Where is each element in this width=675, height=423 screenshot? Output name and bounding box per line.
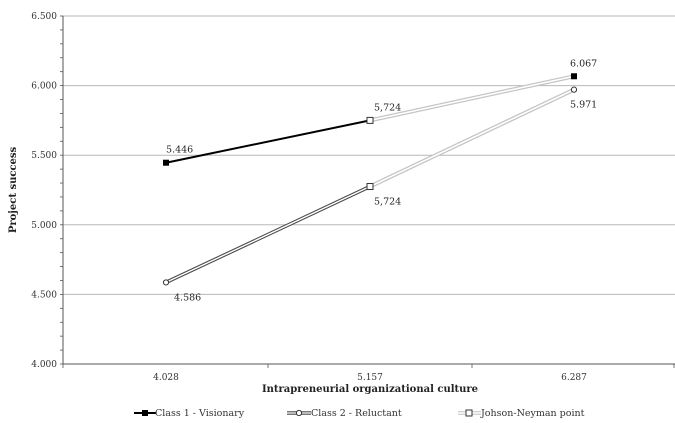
axes bbox=[60, 15, 675, 368]
y-tick-labels: 4.000 4.500 5.000 5.500 6.000 6.500 bbox=[31, 12, 57, 370]
series-2-data-label: 5.971 bbox=[570, 100, 597, 111]
x-tick-label: 6.287 bbox=[561, 373, 587, 383]
series-2-data-label: 5,724 bbox=[374, 197, 401, 208]
y-tick-label: 4.500 bbox=[31, 290, 57, 300]
x-tick-label: 4.028 bbox=[153, 373, 179, 383]
y-tick-label: 5.000 bbox=[31, 221, 57, 231]
series-2-marker bbox=[162, 279, 170, 286]
legend-series-2-label: Class 2 - Reluctant bbox=[311, 408, 402, 419]
legend-series-2-marker bbox=[295, 409, 303, 417]
y-axis-title: Project success bbox=[8, 146, 19, 233]
series-1-data-label: 5,724 bbox=[374, 102, 401, 113]
legend-jn-marker bbox=[465, 409, 473, 417]
series-1-data-label: 6.067 bbox=[570, 58, 597, 69]
johnson-neyman-marker bbox=[366, 116, 374, 124]
series-1-data-label: 5.446 bbox=[166, 145, 193, 156]
gridlines bbox=[63, 15, 675, 295]
legend-series-1-marker bbox=[142, 410, 148, 416]
y-tick-label: 4.000 bbox=[31, 360, 57, 370]
series-lines bbox=[162, 73, 578, 286]
series-1-line-inner bbox=[369, 75, 575, 122]
johnson-neyman-marker bbox=[366, 183, 374, 191]
legend-jn-label: Johson-Neyman point bbox=[480, 408, 585, 419]
x-tick-labels: 4.028 5.157 6.287 bbox=[153, 373, 587, 383]
series-1-line bbox=[165, 119, 371, 164]
data-labels: 5.446 5,724 6.067 4.586 5,724 5.971 bbox=[166, 58, 597, 303]
x-axis-title: Intrapreneurial organizational culture bbox=[262, 384, 478, 395]
legend: Class 1 - Visionary Class 2 - Reluctant Jo… bbox=[134, 408, 585, 419]
series-1-marker bbox=[571, 73, 577, 80]
legend-series-1-label: Class 1 - Visionary bbox=[155, 408, 245, 419]
series-1-marker bbox=[163, 159, 169, 166]
y-tick-label: 6.500 bbox=[31, 12, 57, 22]
series-2-line-inner-light bbox=[369, 88, 575, 188]
x-tick-label: 5.157 bbox=[357, 373, 383, 383]
series-2-data-label: 4.586 bbox=[174, 292, 201, 303]
y-tick-label: 5.500 bbox=[31, 151, 57, 161]
series-2-marker bbox=[570, 86, 578, 93]
y-tick-label: 6.000 bbox=[31, 82, 57, 92]
